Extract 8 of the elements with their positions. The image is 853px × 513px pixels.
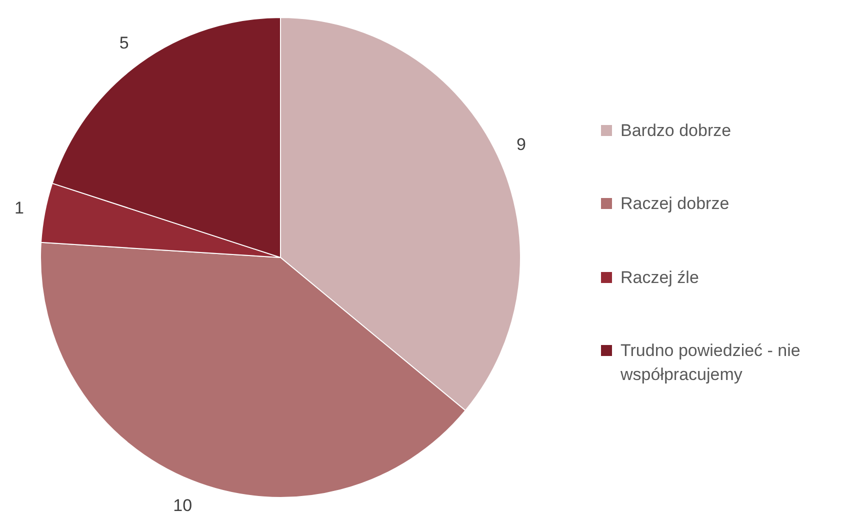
data-label: 5 — [119, 33, 129, 52]
data-label: 10 — [173, 496, 192, 513]
data-label: 9 — [516, 135, 526, 154]
legend-label: Raczej dobrze — [620, 194, 730, 213]
legend-label: Raczej źle — [620, 268, 699, 287]
data-label: 1 — [14, 198, 24, 218]
legend-label: Trudno powiedzieć - nie współpracujemy — [620, 341, 800, 384]
legend-label: Bardzo dobrze — [620, 121, 732, 140]
